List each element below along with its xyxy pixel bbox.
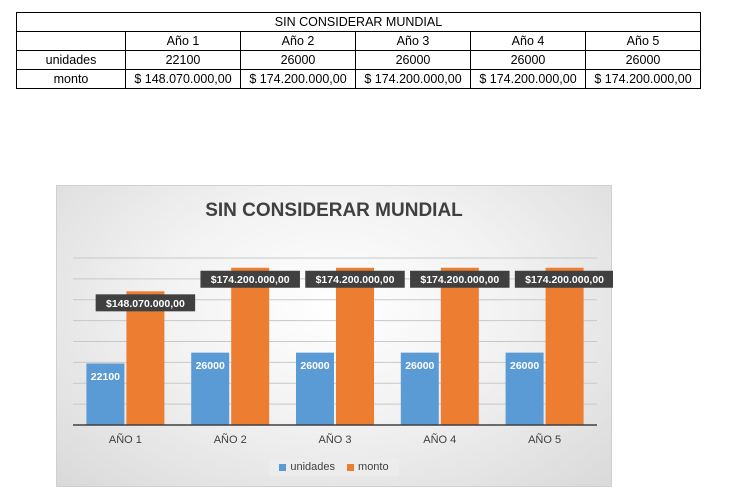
legend-item-unidades: unidades: [279, 461, 335, 473]
header-cell: Año 4: [470, 31, 586, 51]
table-cell: $ 174.200.000,00: [240, 69, 356, 89]
bar-unidades: [191, 352, 230, 425]
table-row-monto: monto $ 148.070.000,00 $ 174.200.000,00 …: [16, 69, 701, 89]
row-label: unidades: [16, 50, 126, 70]
table-cell: 26000: [585, 50, 701, 70]
data-table: SIN CONSIDERAR MUNDIAL Año 1 Año 2 Año 3…: [16, 12, 701, 89]
data-label: $174.200.000,00: [420, 274, 499, 286]
x-tick-label: AÑO 2: [214, 433, 247, 446]
table-header-row: Año 1 Año 2 Año 3 Año 4 Año 5: [16, 31, 701, 51]
x-tick-label: AÑO 5: [528, 433, 561, 446]
data-label: 26000: [405, 360, 434, 372]
row-label: monto: [16, 69, 126, 89]
table-cell: 26000: [470, 50, 586, 70]
data-label-bg: [514, 270, 613, 288]
table-row-unidades: unidades 22100 26000 26000 26000 26000: [16, 50, 701, 70]
x-tick-label: AÑO 4: [423, 433, 456, 446]
bar-monto: [545, 267, 584, 425]
data-label: $174.200.000,00: [316, 274, 395, 286]
chart-legend: unidades monto: [269, 458, 399, 476]
legend-swatch-icon: [347, 463, 355, 471]
table-cell: $ 174.200.000,00: [355, 69, 471, 89]
bar-monto: [231, 267, 270, 425]
chart-plot: 22100 $148.070.000,00 AÑO 1 26000 $174.200.0…: [73, 257, 613, 446]
data-label-bg: [200, 270, 300, 288]
data-label: $174.200.000,00: [525, 274, 604, 286]
bar-monto: [440, 267, 479, 425]
bar-unidades: [505, 352, 544, 425]
header-cell-empty: [16, 31, 126, 51]
data-label: $174.200.000,00: [211, 274, 290, 286]
legend-label: unidades: [290, 461, 336, 473]
data-label: 26000: [510, 360, 539, 372]
bar-unidades: [296, 352, 334, 425]
header-cell: Año 1: [125, 31, 241, 51]
table-cell: 26000: [240, 50, 356, 70]
data-label: 26000: [300, 360, 329, 372]
data-label-bg: [305, 270, 405, 288]
chart-area[interactable]: SIN CONSIDERAR MUNDIAL 22100 $148.070.000…: [56, 185, 613, 487]
data-label: 26000: [196, 360, 225, 372]
header-cell: Año 3: [355, 31, 471, 51]
x-tick-label: AÑO 3: [318, 433, 351, 446]
legend-label: monto: [358, 461, 389, 473]
data-label: $148.070.000,00: [106, 298, 185, 310]
bar-unidades: [400, 352, 439, 425]
data-label: 22100: [91, 371, 120, 383]
header-cell: Año 2: [240, 31, 356, 51]
table-cell: $ 148.070.000,00: [125, 69, 241, 89]
header-cell: Año 5: [585, 31, 701, 51]
legend-item-monto: monto: [347, 461, 389, 473]
legend-swatch-icon: [279, 463, 287, 471]
bar-monto: [126, 291, 165, 425]
data-label-bg: [410, 270, 510, 288]
bar-unidades: [86, 363, 125, 425]
table-title: SIN CONSIDERAR MUNDIAL: [16, 12, 701, 32]
table-cell: $ 174.200.000,00: [470, 69, 586, 89]
x-tick-label: AÑO 1: [109, 433, 142, 446]
table-cell: $ 174.200.000,00: [585, 69, 701, 89]
table-cell: 22100: [125, 50, 241, 70]
chart-title: SIN CONSIDERAR MUNDIAL: [205, 200, 463, 221]
table-cell: 26000: [355, 50, 471, 70]
table-title-row: SIN CONSIDERAR MUNDIAL: [16, 12, 701, 32]
data-label-bg: [95, 294, 196, 312]
bar-monto: [336, 267, 374, 425]
